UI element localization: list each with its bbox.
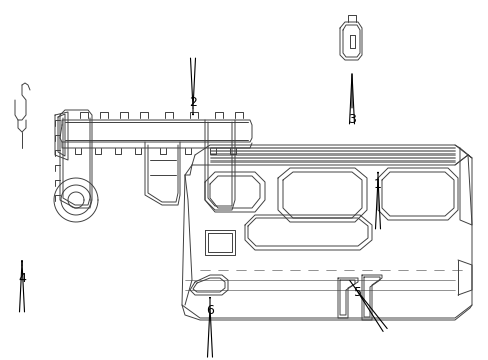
Text: 6: 6 bbox=[205, 298, 214, 357]
Text: 1: 1 bbox=[373, 172, 381, 229]
Text: 4: 4 bbox=[18, 261, 26, 312]
Text: 3: 3 bbox=[347, 74, 355, 126]
Text: 5: 5 bbox=[349, 280, 386, 332]
Text: 2: 2 bbox=[189, 58, 197, 114]
